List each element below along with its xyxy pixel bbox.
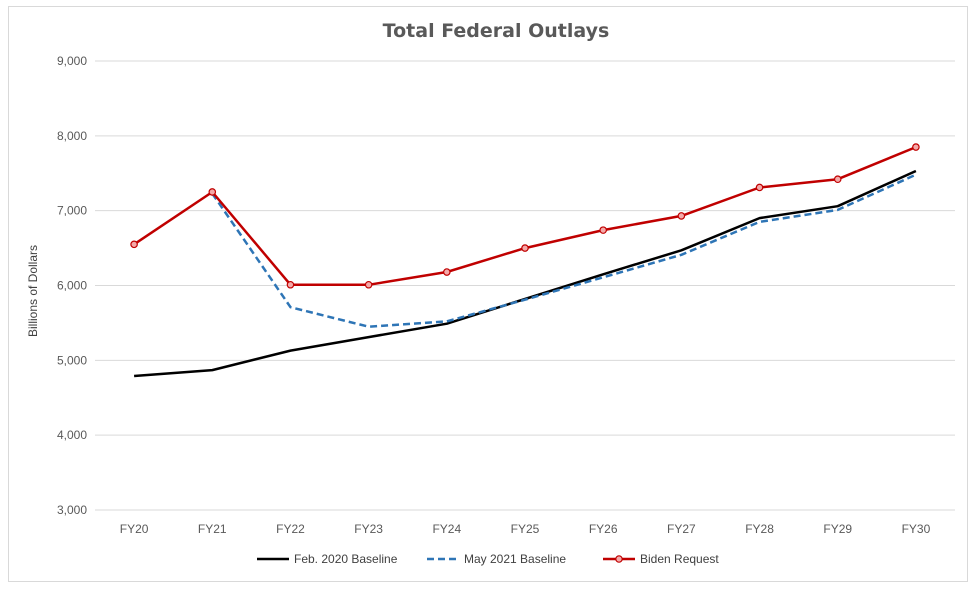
x-tick-label: FY25 <box>511 522 540 536</box>
y-tick-label: 5,000 <box>57 353 87 367</box>
y-tick-label: 9,000 <box>57 54 87 68</box>
y-tick-label: 8,000 <box>57 129 87 143</box>
legend-marker <box>615 555 623 563</box>
x-axis-ticks: FY20 FY21 FY22 FY23 FY24 FY25 FY26 FY27 FY28 FY29… <box>120 522 931 536</box>
y-tick-label: 6,000 <box>57 279 87 293</box>
data-point-biden-request <box>443 268 451 276</box>
series-markers <box>130 143 920 289</box>
data-point-biden-request <box>677 212 686 220</box>
series-line-may-2021-baseline <box>211 173 917 328</box>
data-point-biden-request <box>130 240 138 249</box>
data-point-biden-request <box>364 280 373 289</box>
data-point-biden-request <box>912 143 920 151</box>
y-tick-label: 3,000 <box>57 503 87 517</box>
legend: Feb. 2020 Baseline May 2021 Baseline Biden… <box>257 552 719 566</box>
data-point-biden-request <box>521 244 529 252</box>
y-axis-label: Billions of Dollars <box>26 245 40 337</box>
data-point-biden-request <box>286 280 295 289</box>
x-tick-label: FY30 <box>902 522 931 536</box>
x-tick-label: FY22 <box>276 522 305 536</box>
data-point-biden-request <box>208 188 217 196</box>
data-point-biden-request <box>755 183 764 192</box>
series-lines <box>133 145 917 378</box>
x-tick-label: FY20 <box>120 522 149 536</box>
chart-area: Total Federal Outlays Billions of Dollar… <box>8 6 968 582</box>
chart-svg: Total Federal Outlays Billions of Dollar… <box>26 20 955 566</box>
series-line-feb-2020-baseline <box>134 169 917 378</box>
y-tick-label: 4,000 <box>57 428 87 442</box>
x-tick-label: FY27 <box>667 522 696 536</box>
x-tick-label: FY21 <box>198 522 227 536</box>
gridlines <box>95 60 955 511</box>
chart-title: Total Federal Outlays <box>383 20 610 42</box>
y-tick-label: 7,000 <box>57 204 87 218</box>
x-tick-label: FY24 <box>432 522 461 536</box>
y-axis-ticks: 3,000 4,000 5,000 6,000 7,000 8,000 9,000 <box>57 54 87 517</box>
data-point-biden-request <box>833 175 842 184</box>
x-tick-label: FY29 <box>823 522 852 536</box>
legend-label-feb-2020-baseline: Feb. 2020 Baseline <box>294 552 398 566</box>
x-tick-label: FY23 <box>354 522 383 536</box>
data-point-biden-request <box>599 226 607 234</box>
x-tick-label: FY26 <box>589 522 618 536</box>
x-tick-label: FY28 <box>745 522 774 536</box>
legend-label-may-2021-baseline: May 2021 Baseline <box>464 552 566 566</box>
legend-label-biden-request: Biden Request <box>640 552 719 566</box>
